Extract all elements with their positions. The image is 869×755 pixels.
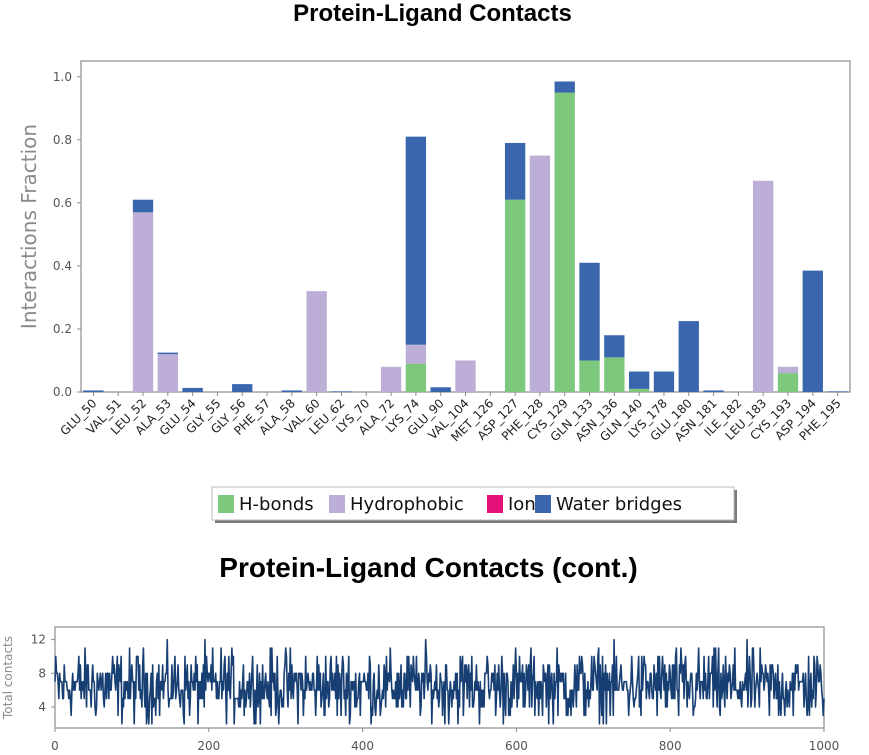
bar-plot-frame bbox=[80, 60, 851, 393]
bar-hydrophobic bbox=[405, 344, 427, 364]
bar-hydrophobic bbox=[306, 291, 327, 392]
legend-swatch bbox=[535, 495, 551, 513]
bar-water bbox=[281, 390, 303, 392]
y-tick-label: 0.0 bbox=[53, 385, 72, 399]
bar-water bbox=[405, 136, 427, 345]
chart-title: Protein-Ligand Contacts bbox=[293, 0, 572, 27]
total-contacts-line bbox=[54, 638, 825, 725]
bar-hydrophobic bbox=[132, 212, 154, 392]
y-axis-label: Interactions Fraction bbox=[17, 124, 41, 329]
bar-water bbox=[628, 371, 650, 389]
y-tick-label: 1.0 bbox=[53, 70, 72, 84]
bar-hydrophobic bbox=[455, 360, 476, 392]
x-tick-label: 1000 bbox=[809, 739, 840, 753]
bar-water bbox=[604, 335, 625, 358]
legend-label: Water bridges bbox=[556, 494, 682, 515]
y-tick-label: 0.2 bbox=[53, 322, 72, 336]
bar-hbonds bbox=[777, 373, 799, 392]
bar-water bbox=[653, 371, 675, 392]
bar-water bbox=[430, 387, 451, 392]
bar-water bbox=[678, 321, 699, 392]
bar-water bbox=[703, 390, 724, 392]
bar-water bbox=[827, 391, 848, 393]
y-tick-label: 8 bbox=[38, 666, 46, 680]
bar-hydrophobic bbox=[157, 354, 178, 392]
y-tick-label: 12 bbox=[31, 633, 46, 647]
bar-water bbox=[331, 391, 352, 393]
x-tick-label: 800 bbox=[659, 739, 682, 753]
legend-label: H-bonds bbox=[239, 494, 314, 515]
y-tick-label: 0.4 bbox=[53, 259, 72, 273]
bar-water bbox=[504, 142, 526, 200]
bar-hbonds bbox=[628, 388, 650, 392]
bar-hbonds bbox=[504, 199, 526, 392]
bar-water bbox=[232, 384, 253, 392]
bar-hbonds bbox=[579, 360, 600, 392]
legend-swatch bbox=[329, 495, 345, 513]
y-axis-label: Total contacts bbox=[1, 636, 15, 720]
x-tick-label: 200 bbox=[197, 739, 220, 753]
legend-label: Hydrophobic bbox=[350, 494, 464, 515]
chart-title-cont: Protein-Ligand Contacts (cont.) bbox=[219, 552, 638, 583]
bar-water bbox=[157, 352, 178, 355]
bar-hbonds bbox=[405, 363, 427, 392]
bar-hydrophobic bbox=[753, 180, 774, 392]
legend-swatch bbox=[487, 495, 503, 513]
bar-water bbox=[182, 387, 203, 392]
bar-water bbox=[83, 390, 104, 392]
bar-water bbox=[579, 262, 600, 361]
bar-water bbox=[132, 199, 154, 213]
legend-box bbox=[211, 486, 735, 521]
bar-hydrophobic bbox=[380, 366, 402, 392]
y-tick-label: 0.8 bbox=[53, 133, 72, 147]
bar-hbonds bbox=[604, 357, 625, 392]
bar-water bbox=[554, 81, 575, 93]
bar-water bbox=[802, 270, 823, 392]
x-tick-label: 400 bbox=[351, 739, 374, 753]
bar-hydrophobic bbox=[777, 366, 799, 374]
bar-hbonds bbox=[554, 92, 575, 393]
y-tick-label: 0.6 bbox=[53, 196, 72, 210]
x-tick-label: 0 bbox=[51, 739, 59, 753]
y-tick-label: 4 bbox=[38, 700, 46, 714]
legend-swatch bbox=[218, 495, 234, 513]
bar-hydrophobic bbox=[529, 155, 551, 392]
x-tick-label: 600 bbox=[505, 739, 528, 753]
